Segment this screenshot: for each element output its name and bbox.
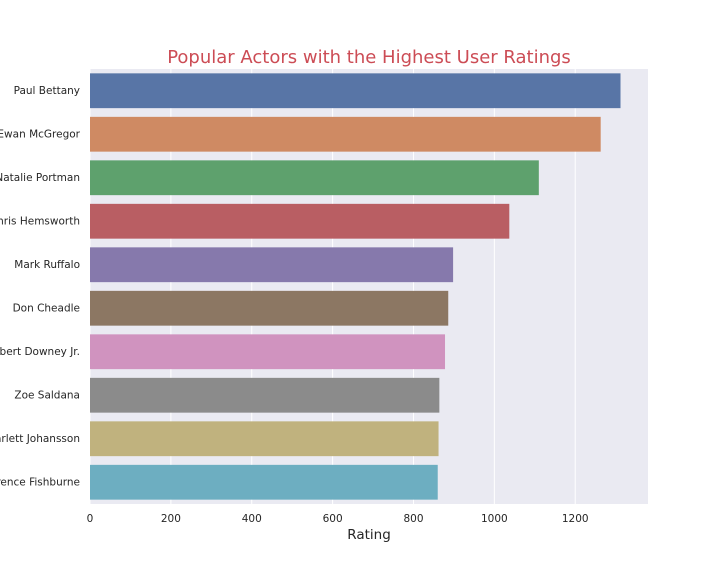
x-axis-label: Rating bbox=[347, 527, 391, 543]
bar bbox=[90, 421, 439, 457]
x-tick-label: 200 bbox=[161, 513, 181, 525]
y-tick-label: Ewan McGregor bbox=[0, 128, 81, 140]
y-tick-label: Zoe Saldana bbox=[14, 389, 80, 401]
bar bbox=[90, 203, 510, 239]
bar bbox=[90, 160, 539, 196]
x-tick-label: 400 bbox=[242, 513, 262, 525]
x-tick-label: 600 bbox=[323, 513, 343, 525]
y-tick-label: Robert Downey Jr. bbox=[0, 346, 80, 358]
y-tick-label: Paul Bettany bbox=[14, 85, 80, 97]
x-tick-label: 1000 bbox=[481, 513, 508, 525]
bar bbox=[90, 290, 449, 326]
bar bbox=[90, 334, 446, 370]
bar bbox=[90, 116, 601, 152]
bar bbox=[90, 247, 454, 283]
y-tick-label: Scarlett Johansson bbox=[0, 433, 80, 445]
y-tick-label: Natalie Portman bbox=[0, 172, 80, 184]
chart-title: Popular Actors with the Highest User Rat… bbox=[167, 47, 571, 68]
y-tick-label: Laurence Fishburne bbox=[0, 476, 80, 488]
y-tick-label: Mark Ruffalo bbox=[14, 259, 80, 271]
x-tick-label: 0 bbox=[87, 513, 94, 525]
y-tick-label: Chris Hemsworth bbox=[0, 215, 80, 227]
x-tick-label: 1200 bbox=[562, 513, 589, 525]
bar bbox=[90, 73, 621, 109]
y-tick-label: Don Cheadle bbox=[13, 302, 80, 314]
bar bbox=[90, 464, 438, 500]
x-tick-label: 800 bbox=[403, 513, 423, 525]
bar bbox=[90, 377, 440, 413]
